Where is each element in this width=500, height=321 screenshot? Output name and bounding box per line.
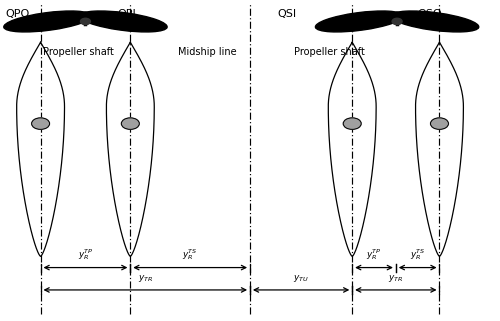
- Text: $y_R^{TP}$: $y_R^{TP}$: [78, 247, 94, 262]
- Text: $y_{TR}$: $y_{TR}$: [138, 273, 153, 284]
- Text: Propeller shaft: Propeller shaft: [42, 47, 114, 57]
- Text: $y_R^{TP}$: $y_R^{TP}$: [366, 247, 382, 262]
- Ellipse shape: [316, 11, 404, 32]
- Ellipse shape: [79, 11, 167, 32]
- Text: $y_R^{TS}$: $y_R^{TS}$: [182, 247, 198, 262]
- Text: QSO: QSO: [417, 9, 442, 19]
- Text: $y_{TR}$: $y_{TR}$: [388, 273, 404, 284]
- Circle shape: [343, 118, 361, 129]
- Ellipse shape: [4, 11, 92, 32]
- Text: $y_R^{TS}$: $y_R^{TS}$: [410, 247, 426, 262]
- Text: QSI: QSI: [278, 9, 296, 19]
- Text: QPI: QPI: [118, 9, 137, 19]
- Circle shape: [392, 18, 402, 25]
- Circle shape: [32, 118, 50, 129]
- Text: Midship line: Midship line: [178, 47, 237, 57]
- Text: QPO: QPO: [6, 9, 30, 19]
- Circle shape: [122, 118, 140, 129]
- Circle shape: [80, 18, 90, 25]
- Ellipse shape: [391, 11, 479, 32]
- Circle shape: [430, 118, 448, 129]
- Text: $y_{TU}$: $y_{TU}$: [293, 273, 309, 284]
- Text: Propeller shaft: Propeller shaft: [294, 47, 365, 57]
